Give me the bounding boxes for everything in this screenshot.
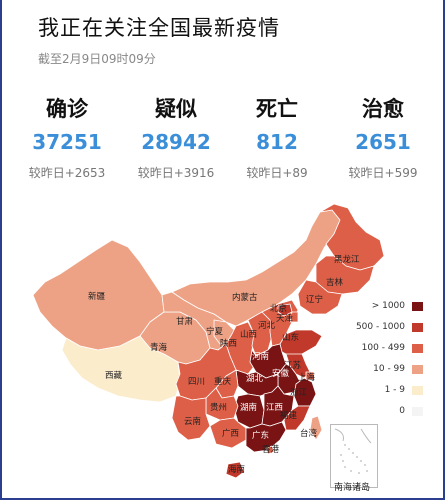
label-hainan: 海南: [228, 464, 245, 475]
legend-item[interactable]: 1 - 9: [343, 382, 423, 403]
label-zhejiang: 浙江: [290, 387, 308, 398]
china-epidemic-map: 黑龙江 吉林 辽宁 内蒙古 新疆 西藏 青海 甘肃 宁夏 山西 陕西 北京 天津…: [0, 198, 445, 500]
legend-item[interactable]: 0: [343, 403, 423, 424]
province-shanghai[interactable]: [305, 371, 315, 381]
province-fujian[interactable]: [283, 405, 311, 431]
label-jilin: 吉林: [326, 277, 344, 288]
province-henan[interactable]: [249, 343, 287, 379]
label-gansu: 甘肃: [176, 316, 194, 327]
province-tianjin[interactable]: [289, 311, 299, 323]
stat-deaths[interactable]: 死亡 812 较昨日+89: [222, 94, 332, 181]
label-henan: 河南: [252, 351, 269, 362]
stat-confirmed[interactable]: 确诊 37251 较昨日+2653: [12, 94, 122, 181]
label-guizhou: 贵州: [210, 402, 227, 413]
province-hainan[interactable]: [225, 461, 245, 479]
window-frame-right: [443, 0, 445, 500]
legend-swatch: [412, 302, 423, 311]
label-neimenggu: 内蒙古: [232, 292, 258, 303]
label-shaanxi: 陕西: [220, 338, 237, 349]
legend-swatch: [412, 344, 423, 353]
label-yunnan: 云南: [184, 416, 201, 427]
stats-panel: 确诊 37251 较昨日+2653 疑似 28942 较昨日+3916 死亡 8…: [0, 94, 445, 194]
label-heilongjiang: 黑龙江: [334, 254, 360, 265]
stat-value: 812: [256, 130, 298, 154]
legend-item[interactable]: 10 - 99: [343, 361, 423, 382]
legend-item[interactable]: > 1000: [343, 298, 423, 319]
label-jiangsu: 江苏: [284, 360, 302, 371]
stat-suspected[interactable]: 疑似 28942 较昨日+3916: [121, 94, 231, 181]
legend-item[interactable]: 100 - 499: [343, 340, 423, 361]
map-legend: > 1000 500 - 1000 100 - 499 10 - 99 1 - …: [343, 298, 423, 424]
province-beijing[interactable]: [277, 303, 293, 317]
label-guangdong: 广东: [252, 430, 269, 441]
province-liaoning[interactable]: [297, 279, 343, 315]
legend-item[interactable]: 500 - 1000: [343, 319, 423, 340]
legend-label: 100 - 499: [361, 343, 405, 353]
label-hunan: 湖南: [240, 402, 257, 413]
stat-cured[interactable]: 治愈 2651 较昨日+599: [328, 94, 438, 181]
label-anhui: 安徽: [272, 368, 290, 379]
stat-value: 28942: [141, 130, 211, 154]
label-ningxia: 宁夏: [206, 326, 224, 337]
legend-label: 10 - 99: [373, 364, 405, 374]
legend-label: 500 - 1000: [355, 322, 405, 332]
stat-label: 死亡: [256, 97, 298, 121]
province-guizhou[interactable]: [205, 387, 239, 421]
label-tianjin: 天津: [276, 313, 294, 324]
province-taiwan[interactable]: [309, 415, 323, 441]
stat-delta: 较昨日+3916: [137, 166, 215, 180]
inset-label: 南海诸岛: [334, 483, 371, 493]
china-map-svg: 黑龙江 吉林 辽宁 内蒙古 新疆 西藏 青海 甘肃 宁夏 山西 陕西 北京 天津…: [32, 203, 385, 479]
label-beijing: 北京: [270, 303, 287, 314]
label-sichuan: 四川: [188, 377, 205, 387]
label-jiangxi: 江西: [266, 403, 283, 413]
label-shandong: 山东: [282, 332, 299, 343]
window-frame-bottom: [0, 498, 445, 500]
label-chongqing: 重庆: [214, 376, 232, 387]
label-taiwan: 台湾: [300, 428, 318, 439]
legend-label: 1 - 9: [384, 385, 405, 395]
stat-value: 37251: [32, 130, 102, 154]
stat-delta: 较昨日+2653: [28, 166, 106, 180]
stat-delta: 较昨日+599: [348, 166, 418, 180]
stat-label: 疑似: [155, 97, 197, 121]
legend-swatch: [412, 386, 423, 395]
label-shanghai: 上海: [298, 372, 316, 383]
stat-delta: 较昨日+89: [246, 166, 308, 180]
legend-label: > 1000: [371, 301, 405, 311]
label-qinghai: 青海: [150, 342, 168, 353]
label-hubei: 湖北: [246, 374, 264, 384]
page-title: 我正在关注全国最新疫情: [38, 16, 280, 40]
label-liaoning: 辽宁: [306, 294, 323, 305]
stat-value: 2651: [355, 130, 411, 154]
stat-label: 治愈: [362, 97, 404, 121]
south-china-sea-inset: [330, 424, 378, 488]
province-guangdong[interactable]: [245, 421, 287, 453]
label-xinjiang: 新疆: [88, 291, 106, 302]
label-xianggang: 香港: [262, 444, 280, 455]
stat-label: 确诊: [46, 97, 88, 121]
label-hebei: 河北: [258, 320, 276, 331]
legend-swatch: [412, 407, 423, 416]
label-guangxi: 广西: [222, 428, 239, 439]
legend-swatch: [412, 365, 423, 374]
window-frame-left: [0, 0, 2, 500]
label-xizang: 西藏: [105, 370, 123, 381]
label-shanxi: 山西: [240, 329, 257, 340]
province-xianggang[interactable]: [265, 445, 275, 455]
legend-label: 0: [399, 406, 405, 416]
legend-swatch: [412, 323, 423, 332]
label-fujian: 福建: [280, 410, 298, 421]
province-sichuan[interactable]: [175, 343, 237, 401]
update-time: 截至2月9日09时09分: [38, 52, 156, 66]
south-china-sea-sketch: [334, 428, 372, 474]
province-zhejiang[interactable]: [293, 377, 317, 407]
